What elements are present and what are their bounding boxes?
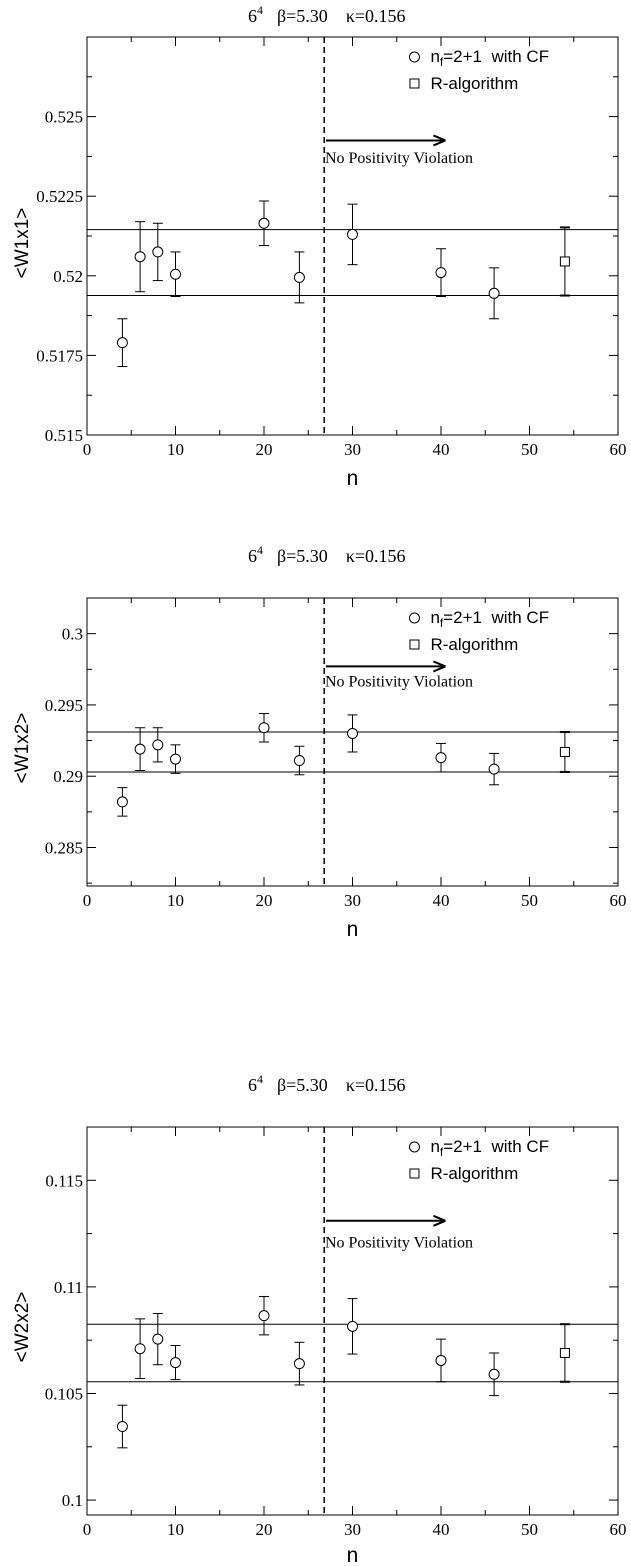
legend-square-marker: [409, 78, 420, 89]
y-tick-label: 0.3: [62, 625, 83, 644]
y-tick-label: 0.295: [45, 696, 83, 715]
chart-panel-2: 64 β=5.30 κ=0.156 0 10 20 30 40 50 60 0.285 0.29 0.2…: [12, 543, 627, 941]
x-tick-label: 60: [610, 440, 627, 459]
y-tick-label: 0.1: [62, 1491, 83, 1510]
x-tick-label: 0: [83, 891, 92, 910]
data-point-r-algorithm: [559, 1347, 570, 1358]
annotation-text: No Positivity Violation: [325, 1234, 473, 1251]
legend-r-label: R-algorithm: [430, 1164, 518, 1183]
legend-cf-label: nf=2+1 with CF: [430, 47, 549, 69]
legend-circle-marker: [408, 51, 420, 63]
data-point-cf: [134, 251, 146, 263]
legend-circle-marker: [408, 1141, 420, 1153]
x-tick-label: 10: [167, 440, 184, 459]
x-axis-label: n: [347, 1544, 359, 1566]
data-point-cf: [293, 271, 305, 283]
data-point-cf: [152, 739, 164, 751]
x-tick-label: 50: [521, 1520, 538, 1539]
data-point-cf: [170, 268, 181, 280]
chart-panel-1: 64 β=5.30 κ=0.156 0 10 20 30 40 50 60 0.515 0.5175 0…: [12, 3, 627, 490]
y-axis-label: <W2x2>: [12, 1292, 33, 1363]
x-tick-label: 10: [167, 1520, 184, 1539]
x-tick-label: 10: [167, 891, 184, 910]
x-tick-label: 0: [83, 1520, 92, 1539]
y-tick-label: 0.29: [53, 767, 83, 786]
y-tick-label: 0.105: [45, 1384, 83, 1403]
x-tick-label: 60: [610, 1520, 627, 1539]
chart-title: 64 β=5.30 κ=0.156: [248, 1072, 406, 1095]
data-point-cf: [116, 337, 128, 349]
x-tick-label: 0: [83, 440, 92, 459]
data-point-cf: [116, 1421, 128, 1433]
x-axis-label: n: [347, 467, 359, 490]
data-point-cf: [293, 1358, 305, 1370]
legend-circle-marker: [408, 612, 420, 624]
data-point-cf: [488, 763, 500, 775]
data-point-cf: [258, 217, 270, 229]
data-point-cf: [488, 287, 500, 299]
chart-title: 64 β=5.30 κ=0.156: [248, 543, 406, 566]
data-point-cf: [347, 727, 358, 739]
chart-title: 64 β=5.30 κ=0.156: [248, 3, 406, 26]
data-point-cf: [435, 1354, 447, 1366]
data-point-cf: [435, 752, 447, 764]
x-tick-label: 50: [521, 440, 538, 459]
x-tick-label: 30: [344, 440, 361, 459]
y-tick-label: 0.52: [53, 267, 83, 286]
data-point-cf: [488, 1368, 500, 1380]
arrow-head: [433, 660, 446, 673]
annotation-text: No Positivity Violation: [325, 673, 473, 690]
x-tick-label: 40: [433, 891, 450, 910]
data-point-cf: [347, 1320, 358, 1332]
data-point-r-algorithm: [559, 256, 570, 267]
y-tick-label: 0.5225: [36, 187, 83, 206]
data-point-cf: [347, 228, 358, 240]
chart-panel-3: 64 β=5.30 κ=0.156 0 10 20 30 40 50 60 0.1 0.105 0.11…: [12, 1072, 627, 1566]
y-axis-label: <W1x1>: [12, 208, 33, 279]
legend-r-label: R-algorithm: [430, 74, 518, 93]
legend-square-marker: [409, 1168, 420, 1179]
data-point-cf: [170, 1357, 181, 1369]
y-tick-label: 0.285: [45, 839, 83, 858]
x-tick-label: 60: [610, 891, 627, 910]
x-tick-label: 20: [256, 891, 273, 910]
data-point-cf: [170, 753, 181, 765]
data-point-cf: [152, 1333, 164, 1345]
data-point-cf: [116, 796, 128, 808]
data-point-cf: [258, 722, 270, 734]
data-point-cf: [134, 1343, 146, 1355]
x-tick-label: 40: [433, 1520, 450, 1539]
y-axis-label: <W1x2>: [12, 713, 33, 784]
data-point-cf: [293, 755, 305, 767]
legend-square-marker: [409, 639, 420, 650]
data-point-cf: [134, 743, 146, 755]
legend-cf-label: nf=2+1 with CF: [430, 1137, 549, 1159]
x-tick-label: 20: [256, 1520, 273, 1539]
y-tick-label: 0.515: [45, 426, 83, 445]
data-point-cf: [152, 246, 164, 258]
arrow-head: [433, 1214, 446, 1227]
x-tick-label: 20: [256, 440, 273, 459]
y-tick-label: 0.5175: [36, 346, 83, 365]
x-tick-label: 30: [344, 891, 361, 910]
x-tick-label: 30: [344, 1520, 361, 1539]
annotation-text: No Positivity Violation: [325, 150, 473, 167]
y-tick-label: 0.11: [54, 1278, 83, 1297]
y-tick-label: 0.525: [45, 108, 83, 127]
data-point-r-algorithm: [559, 746, 570, 757]
data-point-cf: [258, 1310, 270, 1322]
x-tick-label: 40: [433, 440, 450, 459]
x-tick-label: 50: [521, 891, 538, 910]
y-tick-label: 0.115: [45, 1171, 83, 1190]
x-axis-label: n: [347, 918, 359, 941]
legend-r-label: R-algorithm: [430, 635, 518, 654]
legend-cf-label: nf=2+1 with CF: [430, 608, 549, 630]
arrow-head: [433, 134, 446, 147]
data-point-cf: [435, 267, 447, 279]
